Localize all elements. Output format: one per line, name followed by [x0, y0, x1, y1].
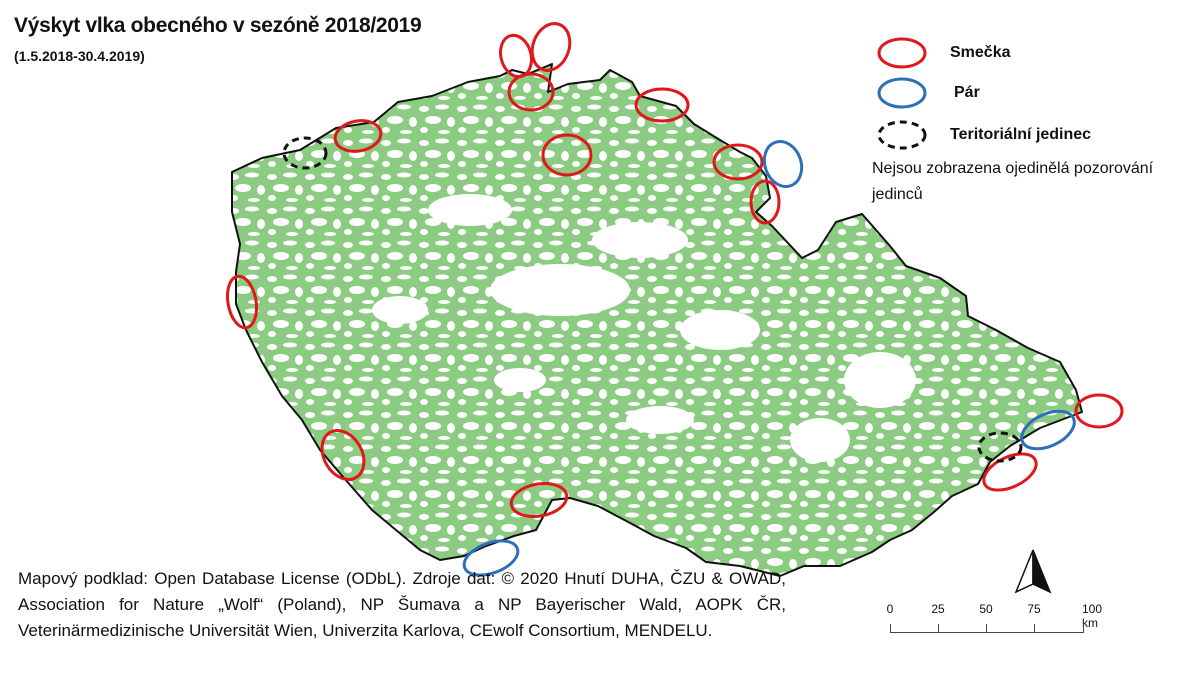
smecka-marker	[320, 429, 366, 481]
smecka-marker	[333, 119, 383, 153]
scale-bar: 0 25 50 75 100 km	[878, 602, 1106, 642]
jedinec-legend-icon	[877, 120, 927, 150]
smecka-marker	[225, 274, 259, 330]
north-arrow-icon	[1014, 549, 1052, 594]
jedinec-marker	[977, 431, 1023, 463]
legend-item-jedinec: Teritoriální jedinec	[868, 118, 1091, 152]
par-marker	[762, 140, 804, 188]
smecka-marker	[634, 87, 690, 123]
smecka-marker	[982, 452, 1038, 492]
map-subtitle: (1.5.2018-30.4.2019)	[14, 48, 145, 64]
scale-label: 75	[1027, 602, 1041, 616]
par-legend-icon	[877, 77, 927, 109]
smecka-marker	[1074, 393, 1124, 429]
par-markers	[462, 140, 1076, 577]
smecka-marker	[509, 482, 569, 518]
scale-tick	[1034, 624, 1035, 632]
smecka-marker	[541, 133, 593, 177]
scale-tick	[986, 624, 987, 632]
scale-label: 50	[979, 602, 993, 616]
non-forest-areas	[372, 194, 916, 462]
smecka-marker	[530, 22, 572, 72]
scale-label: 100 km	[1081, 602, 1103, 630]
map-title: Výskyt vlka obecného v sezóně 2018/2019	[14, 14, 422, 37]
scale-tick	[938, 624, 939, 632]
par-marker	[462, 539, 520, 577]
legend-label-par: Pár	[954, 84, 980, 101]
smecka-legend-icon	[877, 37, 927, 69]
scale-tick	[1083, 624, 1084, 632]
smecka-marker	[712, 143, 764, 181]
source-attribution: Mapový podklad: Open Database License (O…	[18, 569, 786, 640]
scale-tick	[890, 624, 891, 632]
par-marker	[1020, 409, 1076, 451]
jedinec-marker	[282, 136, 328, 170]
scale-line	[890, 632, 1084, 633]
legend-note: Nejsou zobrazena ojedinělá pozorování je…	[872, 160, 1154, 203]
legend-label-jedinec: Teritoriální jedinec	[950, 126, 1092, 143]
legend-item-par: Pár	[868, 76, 980, 110]
smecka-marker	[507, 72, 555, 112]
legend-item-smecka: Smečka	[868, 36, 1011, 70]
scale-label: 25	[931, 602, 945, 616]
smecka-marker	[749, 179, 781, 225]
smecka-markers	[225, 22, 1124, 518]
legend-label-smecka: Smečka	[950, 44, 1011, 61]
jedinec-markers	[282, 136, 1023, 463]
scale-label: 0	[886, 602, 894, 616]
